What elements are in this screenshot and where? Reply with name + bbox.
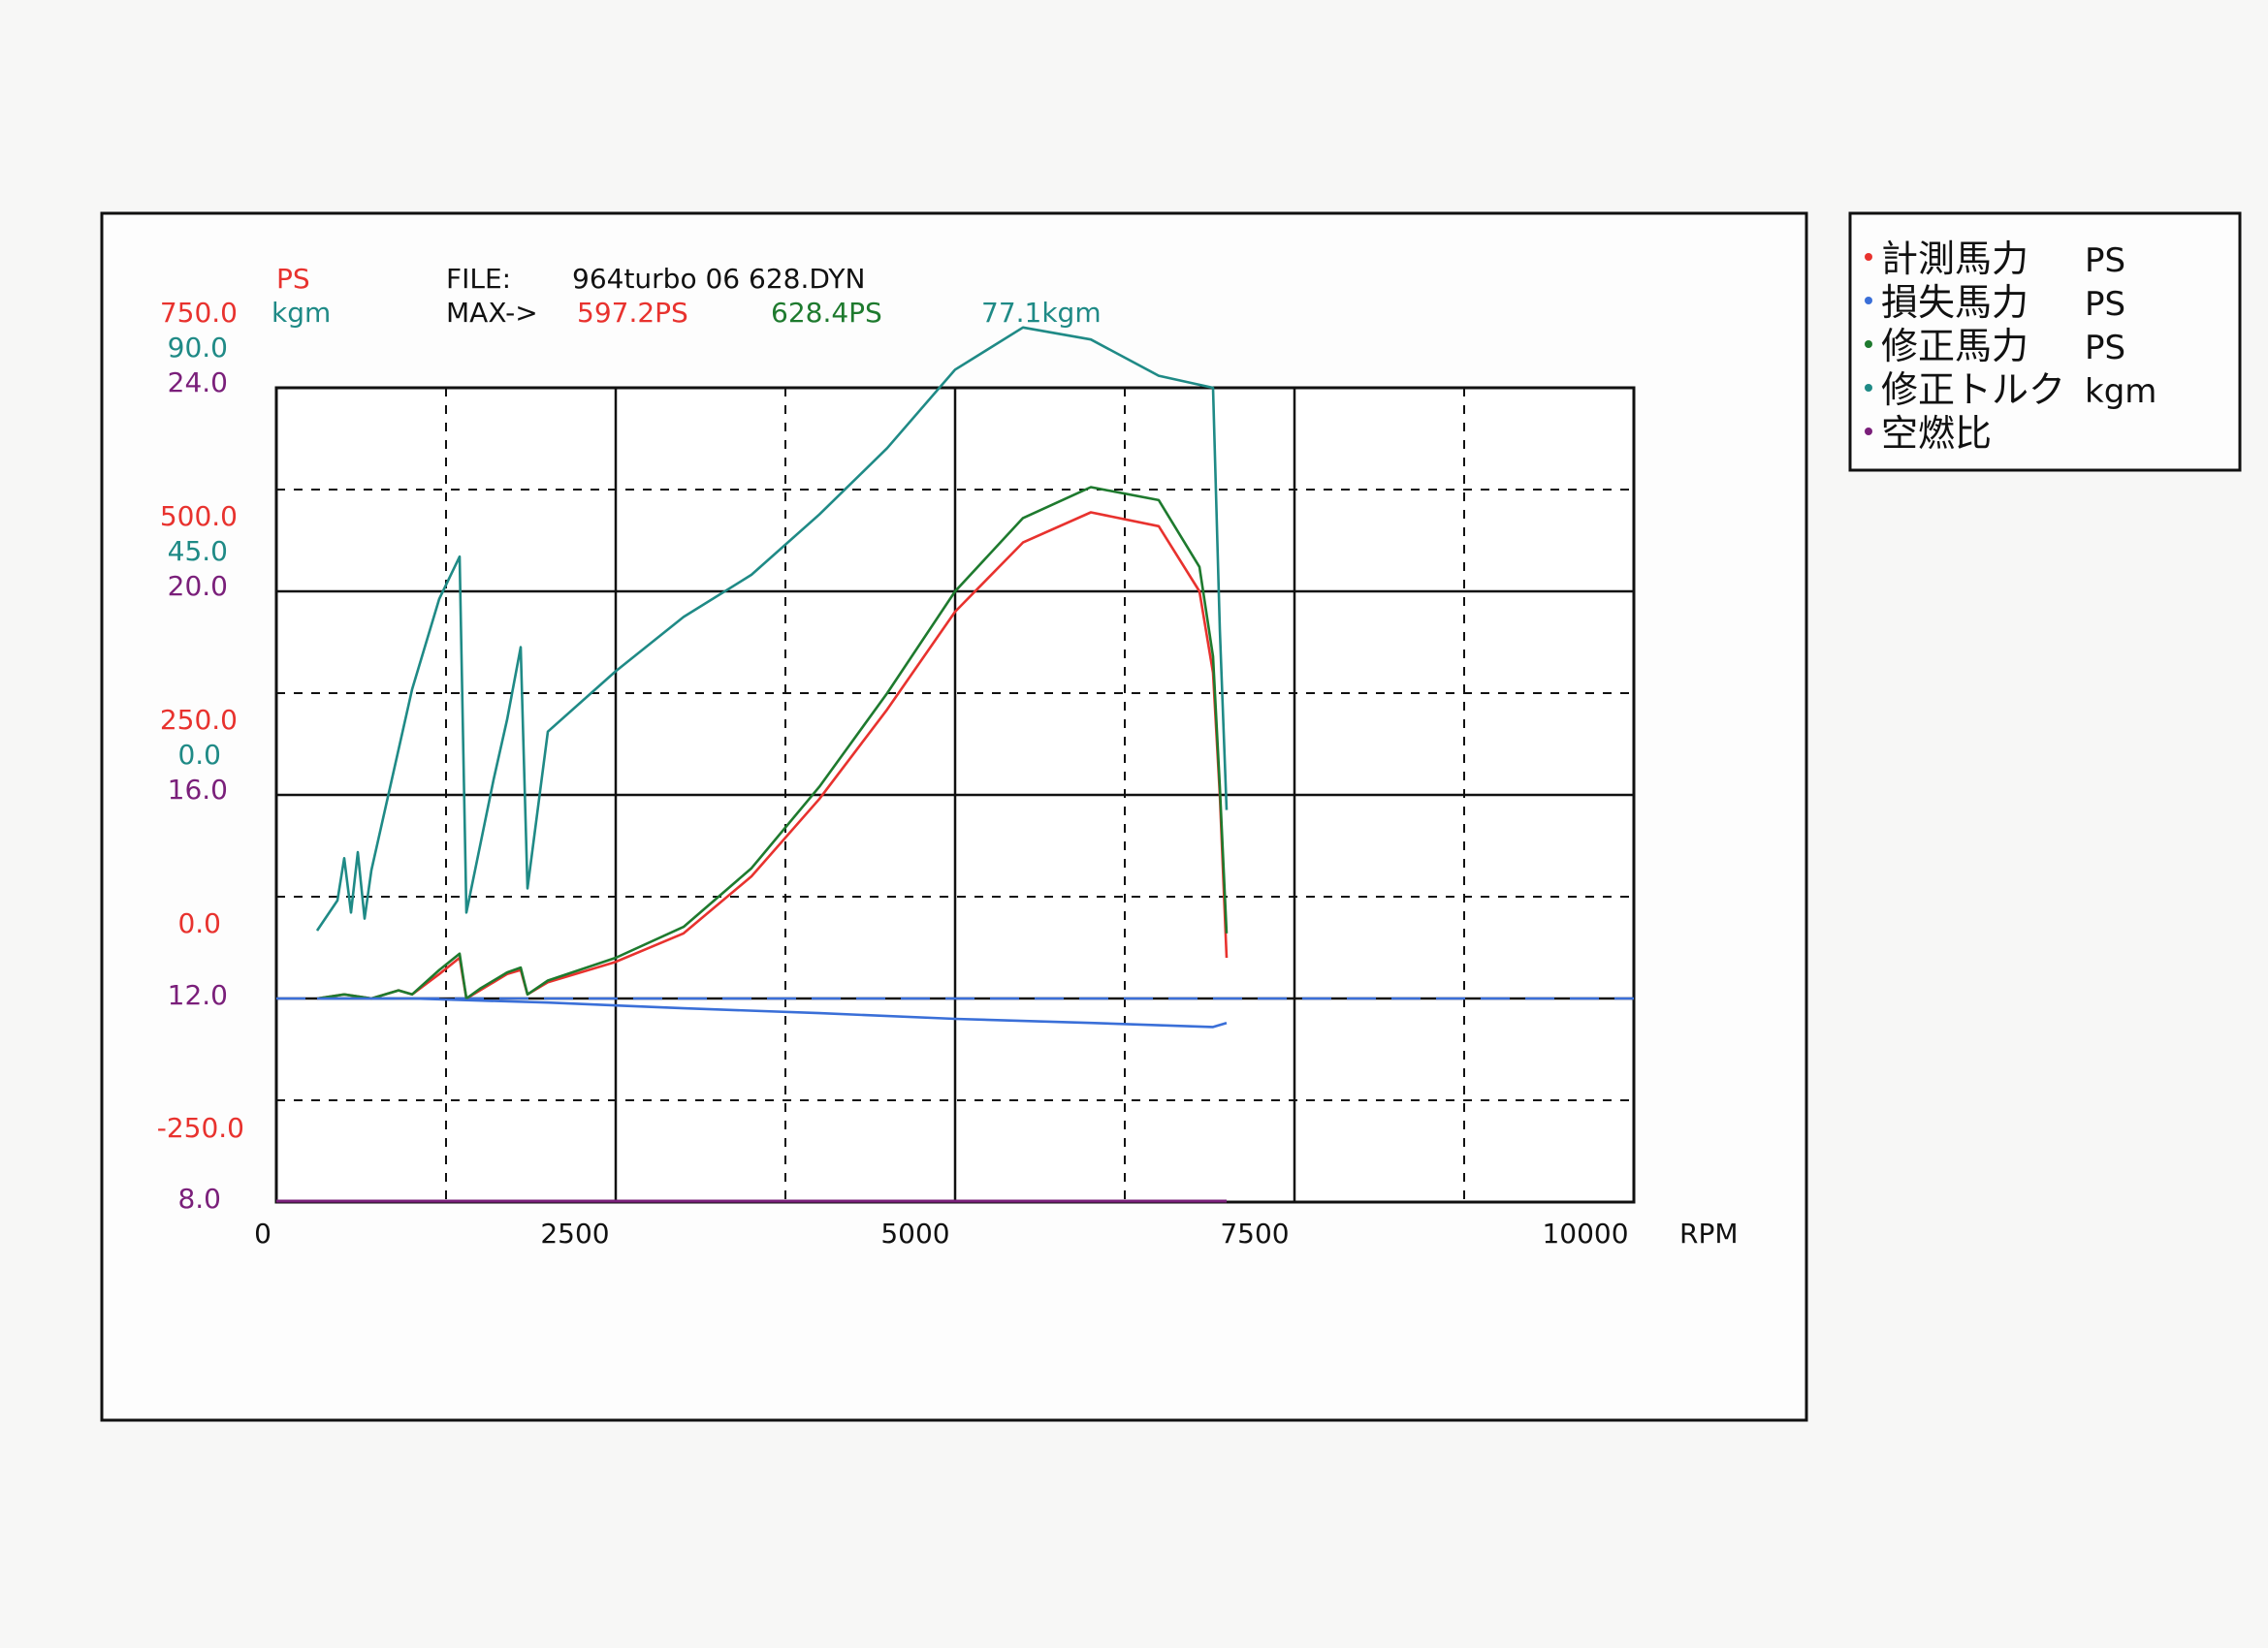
legend-label: 修正馬力: [1881, 325, 2028, 367]
afr-tick: 24.0: [168, 366, 228, 398]
afr-tick: 20.0: [168, 570, 228, 602]
legend-marker-green: [1865, 340, 1872, 348]
legend-marker-purple: [1865, 428, 1872, 435]
kgm-tick: 90.0: [168, 332, 228, 364]
x-axis-unit: RPM: [1679, 1218, 1739, 1250]
ps-tick: -250.0: [157, 1112, 244, 1144]
x-tick: 10000: [1542, 1218, 1628, 1250]
legend-marker-blue: [1865, 297, 1872, 304]
ps-tick: 750.0: [160, 297, 238, 329]
kgm-tick: 0.0: [177, 739, 221, 771]
series-line-ps: [317, 997, 1228, 1029]
ps-tick: 250.0: [160, 704, 238, 736]
max-corrected-ps: 628.4PS: [771, 297, 882, 329]
max-label: MAX->: [446, 297, 538, 329]
x-tick: 5000: [880, 1218, 949, 1250]
max-measured-ps: 597.2PS: [577, 297, 688, 329]
ps-unit-label: PS: [276, 263, 310, 295]
series-layer: [276, 326, 1634, 1203]
x-tick: 7500: [1220, 1218, 1289, 1250]
ps-tick: 500.0: [160, 500, 238, 532]
legend-unit: kgm: [2085, 372, 2156, 411]
legend-marker-teal: [1865, 384, 1872, 392]
legend-marker-red: [1865, 253, 1872, 261]
legend-label: 修正トルク: [1881, 368, 2065, 411]
legend-frame: [1848, 211, 2242, 472]
afr-tick: 8.0: [177, 1183, 221, 1215]
file-label: FILE:: [446, 263, 511, 295]
series-line-ps: [316, 486, 1229, 1000]
legend-unit: PS: [2085, 285, 2125, 324]
legend-label: 空燃比: [1881, 412, 1992, 455]
max-torque-kgm: 77.1kgm: [981, 297, 1102, 329]
afr-tick: 12.0: [168, 979, 228, 1011]
x-tick: 2500: [540, 1218, 609, 1250]
legend-label: 計測馬力: [1881, 238, 2028, 280]
afr-tick: 16.0: [168, 774, 228, 806]
legend-unit: PS: [2085, 241, 2125, 280]
series-line-kgm: [315, 326, 1229, 932]
kgm-unit-label: kgm: [272, 297, 331, 329]
kgm-tick: 45.0: [168, 535, 228, 567]
legend-unit: PS: [2085, 329, 2125, 367]
legend-label: 損失馬力: [1881, 281, 2028, 324]
file-name: 964turbo 06 628.DYN: [572, 263, 865, 295]
x-tick: 0: [254, 1218, 272, 1250]
ps-tick: 0.0: [177, 907, 221, 939]
legend: 計測馬力 PS 損失馬力 PS 修正馬力 PS 修正トルク kgm 空燃比: [1865, 238, 2156, 455]
